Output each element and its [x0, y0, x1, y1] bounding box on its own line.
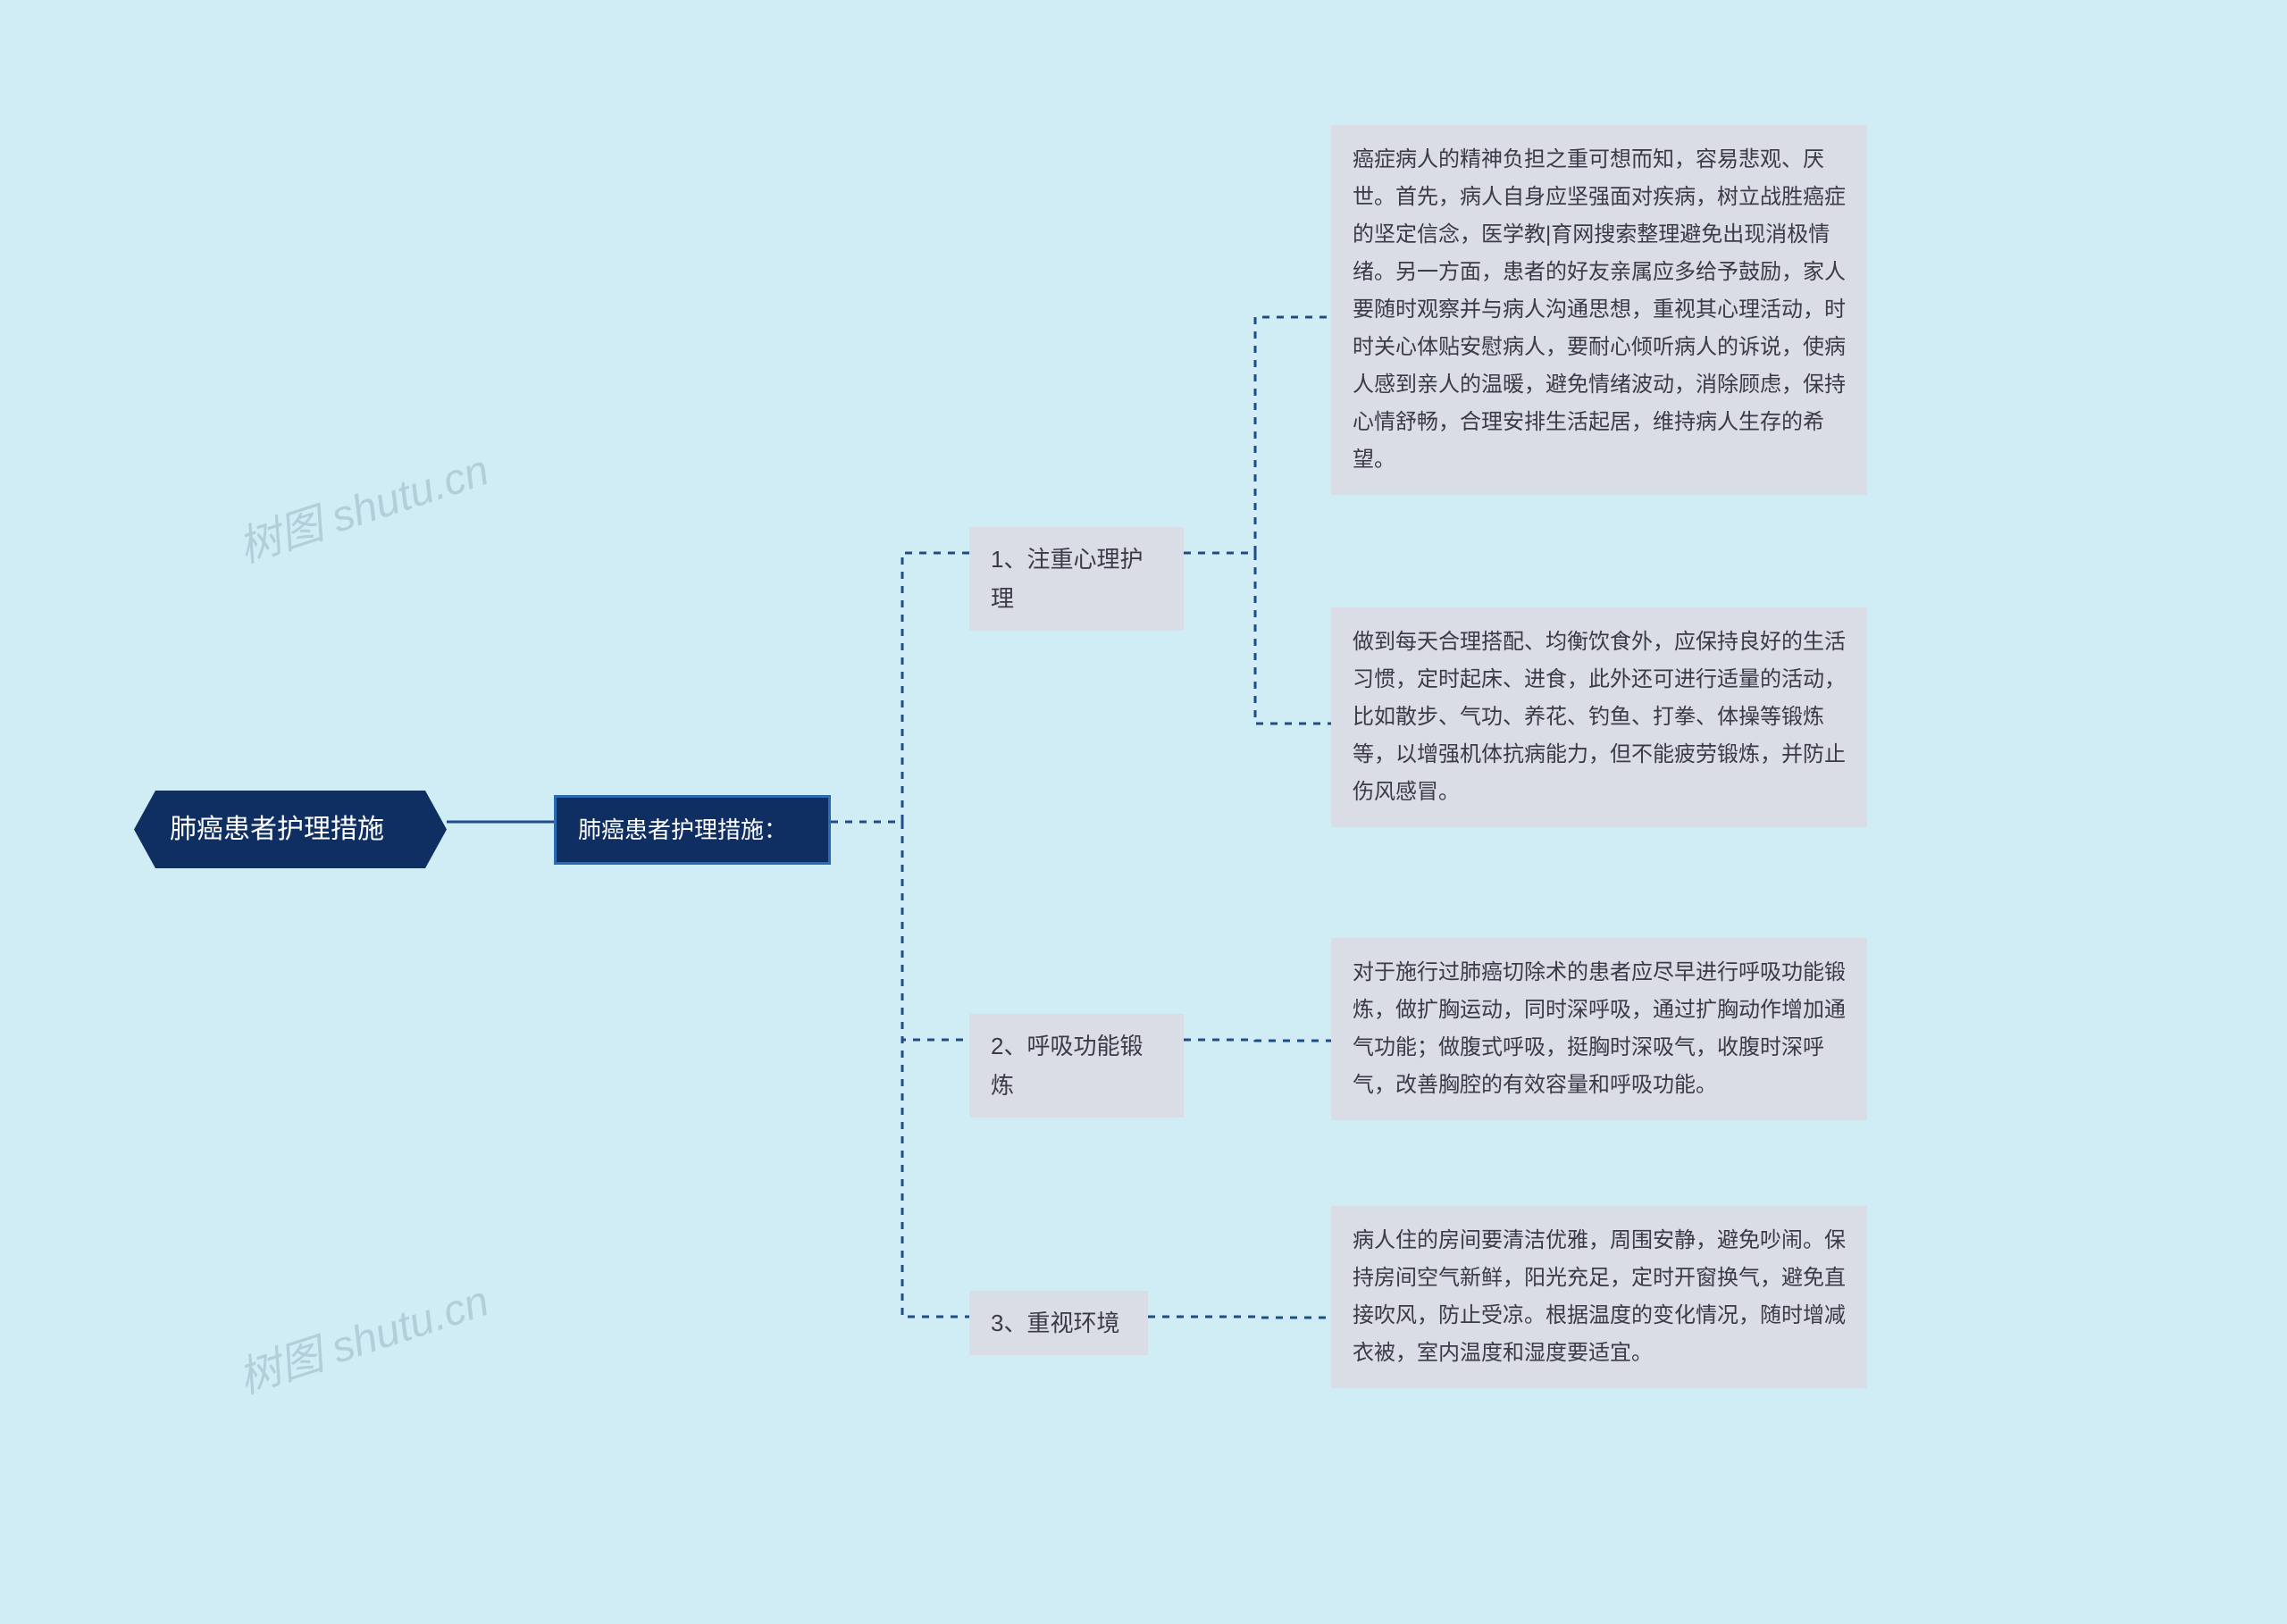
leaf-text: 对于施行过肺癌切除术的患者应尽早进行呼吸功能锻炼，做扩胸运动，同时深呼吸，通过扩… [1353, 960, 1846, 1097]
level2-label: 3、重视环境 [991, 1310, 1119, 1336]
watermark: 树图 shutu.cn [229, 435, 495, 574]
root-node[interactable]: 肺癌患者护理措施 [134, 791, 447, 868]
leaf-text: 病人住的房间要清洁优雅，周围安静，避免吵闹。保持房间空气新鲜，阳光充足，定时开窗… [1353, 1228, 1846, 1365]
level2-node-env[interactable]: 3、重视环境 [969, 1291, 1148, 1355]
level1-label: 肺癌患者护理措施： [578, 816, 787, 843]
leaf-node[interactable]: 病人住的房间要清洁优雅，周围安静，避免吵闹。保持房间空气新鲜，阳光充足，定时开窗… [1331, 1206, 1867, 1388]
leaf-text: 癌症病人的精神负担之重可想而知，容易悲观、厌世。首先，病人自身应坚强面对疾病，树… [1353, 147, 1846, 472]
watermark: 树图 shutu.cn [229, 1266, 495, 1405]
leaf-node[interactable]: 癌症病人的精神负担之重可想而知，容易悲观、厌世。首先，病人自身应坚强面对疾病，树… [1331, 125, 1867, 495]
leaf-node[interactable]: 对于施行过肺癌切除术的患者应尽早进行呼吸功能锻炼，做扩胸运动，同时深呼吸，通过扩… [1331, 938, 1867, 1120]
mindmap-canvas: 树图 shutu.cn 树图 shutu.cn 树图 shutu.cn 树图 s… [0, 0, 2287, 1624]
level2-label: 1、注重心理护理 [991, 546, 1143, 612]
level2-node-breath[interactable]: 2、呼吸功能锻炼 [969, 1014, 1184, 1118]
leaf-text: 做到每天合理搭配、均衡饮食外，应保持良好的生活习惯，定时起床、进食，此外还可进行… [1353, 630, 1846, 804]
root-label: 肺癌患者护理措施 [170, 815, 384, 844]
level2-label: 2、呼吸功能锻炼 [991, 1033, 1143, 1099]
level2-node-psych[interactable]: 1、注重心理护理 [969, 527, 1184, 631]
level1-node[interactable]: 肺癌患者护理措施： [554, 795, 831, 865]
leaf-node[interactable]: 做到每天合理搭配、均衡饮食外，应保持良好的生活习惯，定时起床、进食，此外还可进行… [1331, 607, 1867, 827]
